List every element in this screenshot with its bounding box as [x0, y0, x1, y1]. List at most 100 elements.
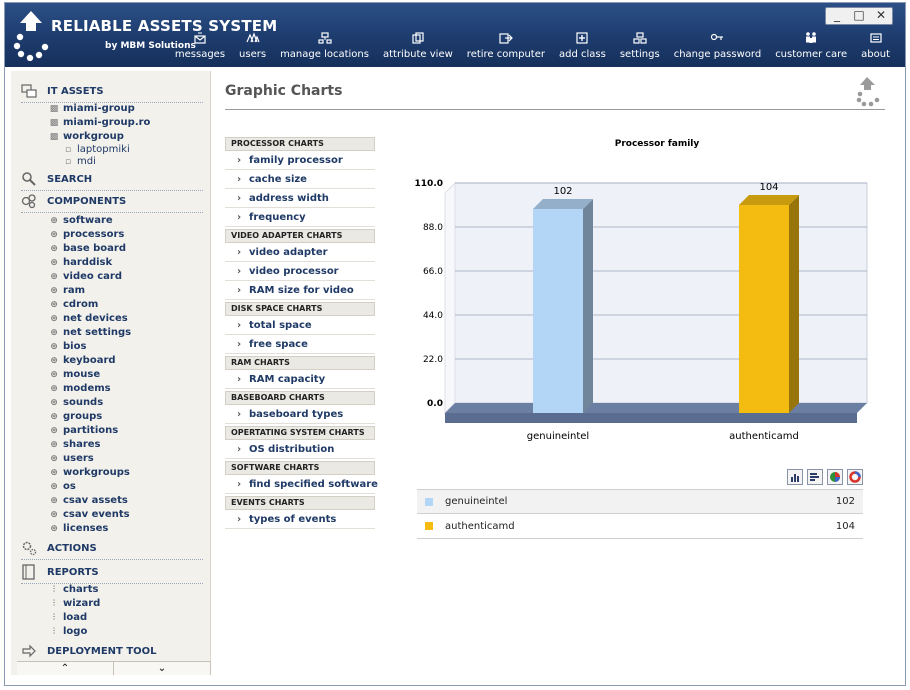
sidebar-item-charts[interactable]: ⫶ charts	[49, 584, 99, 595]
nav-manage-locations[interactable]: manage locations	[273, 31, 376, 60]
component-icon: ⊛	[50, 313, 58, 324]
nav-about[interactable]: about	[854, 31, 897, 60]
component-icon: ⊛	[50, 495, 58, 506]
sidebar-item-sounds[interactable]: ⊛ sounds	[49, 397, 103, 408]
section-actions[interactable]: ACTIONS	[21, 540, 203, 560]
chart-link-total-space[interactable]: › total space	[225, 318, 375, 335]
bar-top	[739, 195, 799, 205]
sidebar-item-label: cdrom	[63, 299, 99, 310]
sidebar-item-logo[interactable]: ⫶ logo	[49, 626, 87, 637]
legend-row: authenticamd 104	[417, 514, 863, 539]
sidebar-item-bios[interactable]: ⊛ bios	[49, 341, 86, 352]
chart-link-free-space[interactable]: › free space	[225, 337, 375, 354]
close-button[interactable]: ✕	[875, 8, 887, 22]
sidebar-item-csav-events[interactable]: ⊛ csav events	[49, 509, 129, 520]
section-components[interactable]: COMPONENTS	[21, 193, 203, 213]
chart-link-ram-size-for-video[interactable]: › RAM size for video	[225, 283, 375, 300]
nav-change-password[interactable]: change password	[667, 31, 768, 60]
section-search[interactable]: SEARCH	[21, 171, 203, 191]
nav-retire-computer[interactable]: retire computer	[460, 31, 552, 60]
pie-chart-button[interactable]	[827, 469, 843, 485]
sidebar-item-software[interactable]: ⊛ software	[49, 215, 112, 226]
donut-chart-icon	[849, 471, 861, 483]
chart-link-video-processor[interactable]: › video processor	[225, 264, 375, 281]
sidebar-item-net-devices[interactable]: ⊛ net devices	[49, 313, 128, 324]
chart-link-cache-size[interactable]: › cache size	[225, 172, 375, 189]
sidebar-item-label: bios	[63, 341, 87, 352]
chart-link-label: address width	[249, 193, 329, 204]
chart-link-types-of-events[interactable]: › types of events	[225, 512, 375, 529]
nav-label: change password	[673, 49, 762, 60]
sidebar-item-shares[interactable]: ⊛ shares	[49, 439, 100, 450]
component-icon: ⊛	[50, 397, 58, 408]
chart-link-label: types of events	[249, 514, 337, 525]
sidebar-item-wizard[interactable]: ⫶ wizard	[49, 598, 100, 609]
scroll-up-button[interactable]: ⌃	[17, 662, 114, 675]
sidebar-item-modems[interactable]: ⊛ modems	[49, 383, 110, 394]
tree-item-mdi[interactable]: ▫ mdi	[63, 156, 96, 167]
sidebar-item-users[interactable]: ⊛ users	[49, 453, 94, 464]
chart-link-family-processor[interactable]: › family processor	[225, 153, 375, 170]
chart-link-address-width[interactable]: › address width	[225, 191, 375, 208]
sidebar-item-keyboard[interactable]: ⊛ keyboard	[49, 355, 115, 366]
maximize-button[interactable]: □	[853, 8, 865, 22]
tree-item-workgroup[interactable]: ▩ workgroup	[49, 131, 124, 142]
bar-chart-button[interactable]	[787, 469, 803, 485]
chevron-right-icon: ›	[237, 374, 242, 385]
nav-settings[interactable]: settings	[613, 31, 667, 60]
chart-link-baseboard-types[interactable]: › baseboard types	[225, 407, 375, 424]
sidebar-item-partitions[interactable]: ⊛ partitions	[49, 425, 118, 436]
sidebar-item-video-card[interactable]: ⊛ video card	[49, 271, 122, 282]
tree-item-laptopmiki[interactable]: ▫ laptopmiki	[63, 144, 130, 155]
minimize-button[interactable]: _	[834, 8, 840, 22]
chart-link-label: RAM size for video	[249, 285, 354, 296]
sidebar-item-harddisk[interactable]: ⊛ harddisk	[49, 257, 112, 268]
sidebar-item-cdrom[interactable]: ⊛ cdrom	[49, 299, 98, 310]
nav-messages[interactable]: messages	[168, 31, 232, 60]
section-label: SEARCH	[47, 173, 93, 185]
tree-item-miami-group[interactable]: ▩ miami-group	[49, 103, 135, 114]
nav-users[interactable]: users	[232, 31, 273, 60]
sidebar-item-licenses[interactable]: ⊛ licenses	[49, 523, 108, 534]
component-icon: ⊛	[50, 467, 58, 478]
chart-link-find-specified-software[interactable]: › find specified software	[225, 477, 378, 494]
section-reports[interactable]: REPORTS	[21, 564, 203, 584]
sidebar-item-load[interactable]: ⫶ load	[49, 612, 87, 623]
key-icon	[711, 33, 724, 41]
legend-value: 102	[835, 496, 855, 507]
attribute-icon	[412, 32, 424, 44]
legend-name: genuineintel	[445, 496, 508, 507]
nav-add-class[interactable]: add class	[552, 31, 613, 60]
app-title: RELIABLE ASSETS SYSTEM	[51, 17, 278, 35]
sidebar-item-os[interactable]: ⊛ os	[49, 481, 76, 492]
arrow-right-icon	[22, 644, 36, 658]
sidebar-item-mouse[interactable]: ⊛ mouse	[49, 369, 100, 380]
chart-link-frequency[interactable]: › frequency	[225, 210, 375, 227]
chart-link-label: video processor	[249, 266, 339, 277]
tree-item-miami-group-ro[interactable]: ▩ miami-group.ro	[49, 117, 151, 128]
sidebar-item-ram[interactable]: ⊛ ram	[49, 285, 85, 296]
nav-attribute-view[interactable]: attribute view	[376, 31, 460, 60]
sidebar-item-base-board[interactable]: ⊛ base board	[49, 243, 126, 254]
sidebar-item-groups[interactable]: ⊛ groups	[49, 411, 102, 422]
scroll-down-button[interactable]: ⌄	[114, 662, 211, 675]
chart-link-ram-capacity[interactable]: › RAM capacity	[225, 372, 375, 389]
nav-label: attribute view	[382, 49, 453, 60]
actions-icon	[22, 541, 37, 556]
nav-customer-care[interactable]: customer care	[768, 31, 854, 60]
section-it-assets[interactable]: IT ASSETS	[21, 83, 203, 103]
sidebar-item-label: ram	[63, 285, 86, 296]
sidebar-item-net-settings[interactable]: ⊛ net settings	[49, 327, 131, 338]
donut-chart-button[interactable]	[847, 469, 863, 485]
chart-link-video-adapter[interactable]: › video adapter	[225, 245, 375, 262]
about-icon	[869, 33, 882, 43]
tree-label: laptopmiki	[77, 144, 130, 155]
sidebar-item-workgroups[interactable]: ⊛ workgroups	[49, 467, 130, 478]
chart-link-os-distribution[interactable]: › OS distribution	[225, 442, 375, 459]
users-icon	[245, 32, 260, 43]
horizontal-bar-button[interactable]	[807, 469, 823, 485]
sidebar-item-processors[interactable]: ⊛ processors	[49, 229, 124, 240]
sidebar-item-csav-assets[interactable]: ⊛ csav assets	[49, 495, 128, 506]
component-icon: ⊛	[50, 243, 58, 254]
section-deployment-tool[interactable]: DEPLOYMENT TOOL	[21, 643, 203, 662]
